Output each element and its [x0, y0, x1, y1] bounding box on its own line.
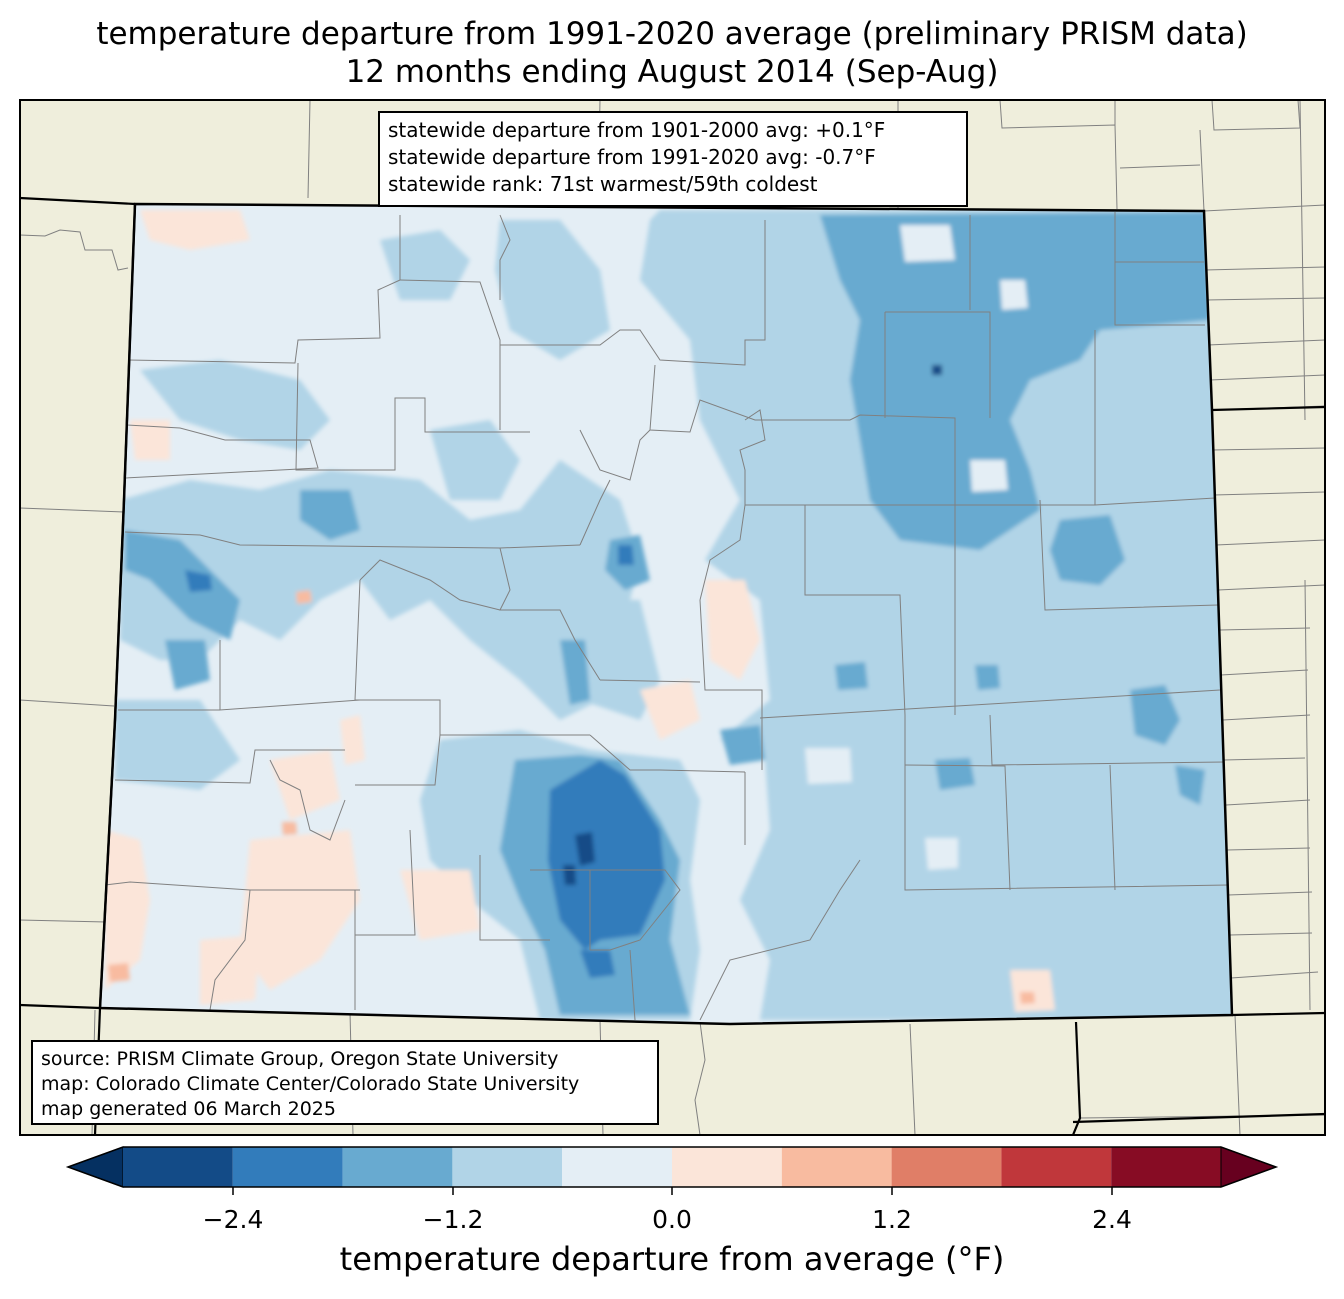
colorbar-tick-label: 1.2: [872, 1205, 912, 1234]
colorbar-bin: [562, 1147, 672, 1187]
stats-line-rank: statewide rank: 71st warmest/59th coldes…: [388, 172, 818, 196]
colorbar-tick-label: −2.4: [202, 1205, 264, 1234]
credits-box: source: PRISM Climate Group, Oregon Stat…: [31, 1040, 659, 1125]
colorbar: [65, 1146, 1279, 1195]
colorbar-bin: [232, 1147, 343, 1187]
colorbar-tick-label: 2.4: [1092, 1205, 1132, 1234]
map-frame: [19, 99, 1326, 1136]
colorado-county-lines: [104, 212, 1231, 1021]
colorbar-bin: [1111, 1147, 1221, 1187]
colorbar-bin: [452, 1147, 563, 1187]
map-title-line1: temperature departure from 1991-2020 ave…: [96, 16, 1248, 52]
colorbar-bin: [781, 1147, 892, 1187]
colorbar-bin: [123, 1147, 233, 1187]
colorado-temperature-field: [100, 204, 1232, 1024]
colorbar-bin: [1001, 1147, 1112, 1187]
stats-line-1991-2020: statewide departure from 1991-2020 avg: …: [388, 145, 876, 169]
statewide-stats-box: statewide departure from 1901-2000 avg: …: [378, 111, 968, 207]
colorbar-label: temperature departure from average (°F): [339, 1240, 1005, 1278]
credits-generated: map generated 06 March 2025: [41, 1098, 336, 1120]
credits-source: source: PRISM Climate Group, Oregon Stat…: [41, 1048, 559, 1070]
colorbar-tick-label: 0.0: [652, 1205, 692, 1234]
colorbar-bin: [891, 1147, 1002, 1187]
colorbar-bin: [672, 1147, 782, 1187]
credits-map: map: Colorado Climate Center/Colorado St…: [41, 1073, 580, 1095]
colorbar-ticks: [232, 1187, 1113, 1195]
colorbar-over-arrow: [1220, 1146, 1278, 1188]
map-title-line2: 12 months ending August 2014 (Sep-Aug): [345, 54, 999, 90]
colorbar-under-arrow: [66, 1146, 124, 1188]
colorbar-bin: [342, 1147, 453, 1187]
stats-line-1901-2000: statewide departure from 1901-2000 avg: …: [388, 118, 886, 142]
colorbar-outline: [65, 1146, 1279, 1188]
colorbar-tick-label: −1.2: [422, 1205, 484, 1234]
